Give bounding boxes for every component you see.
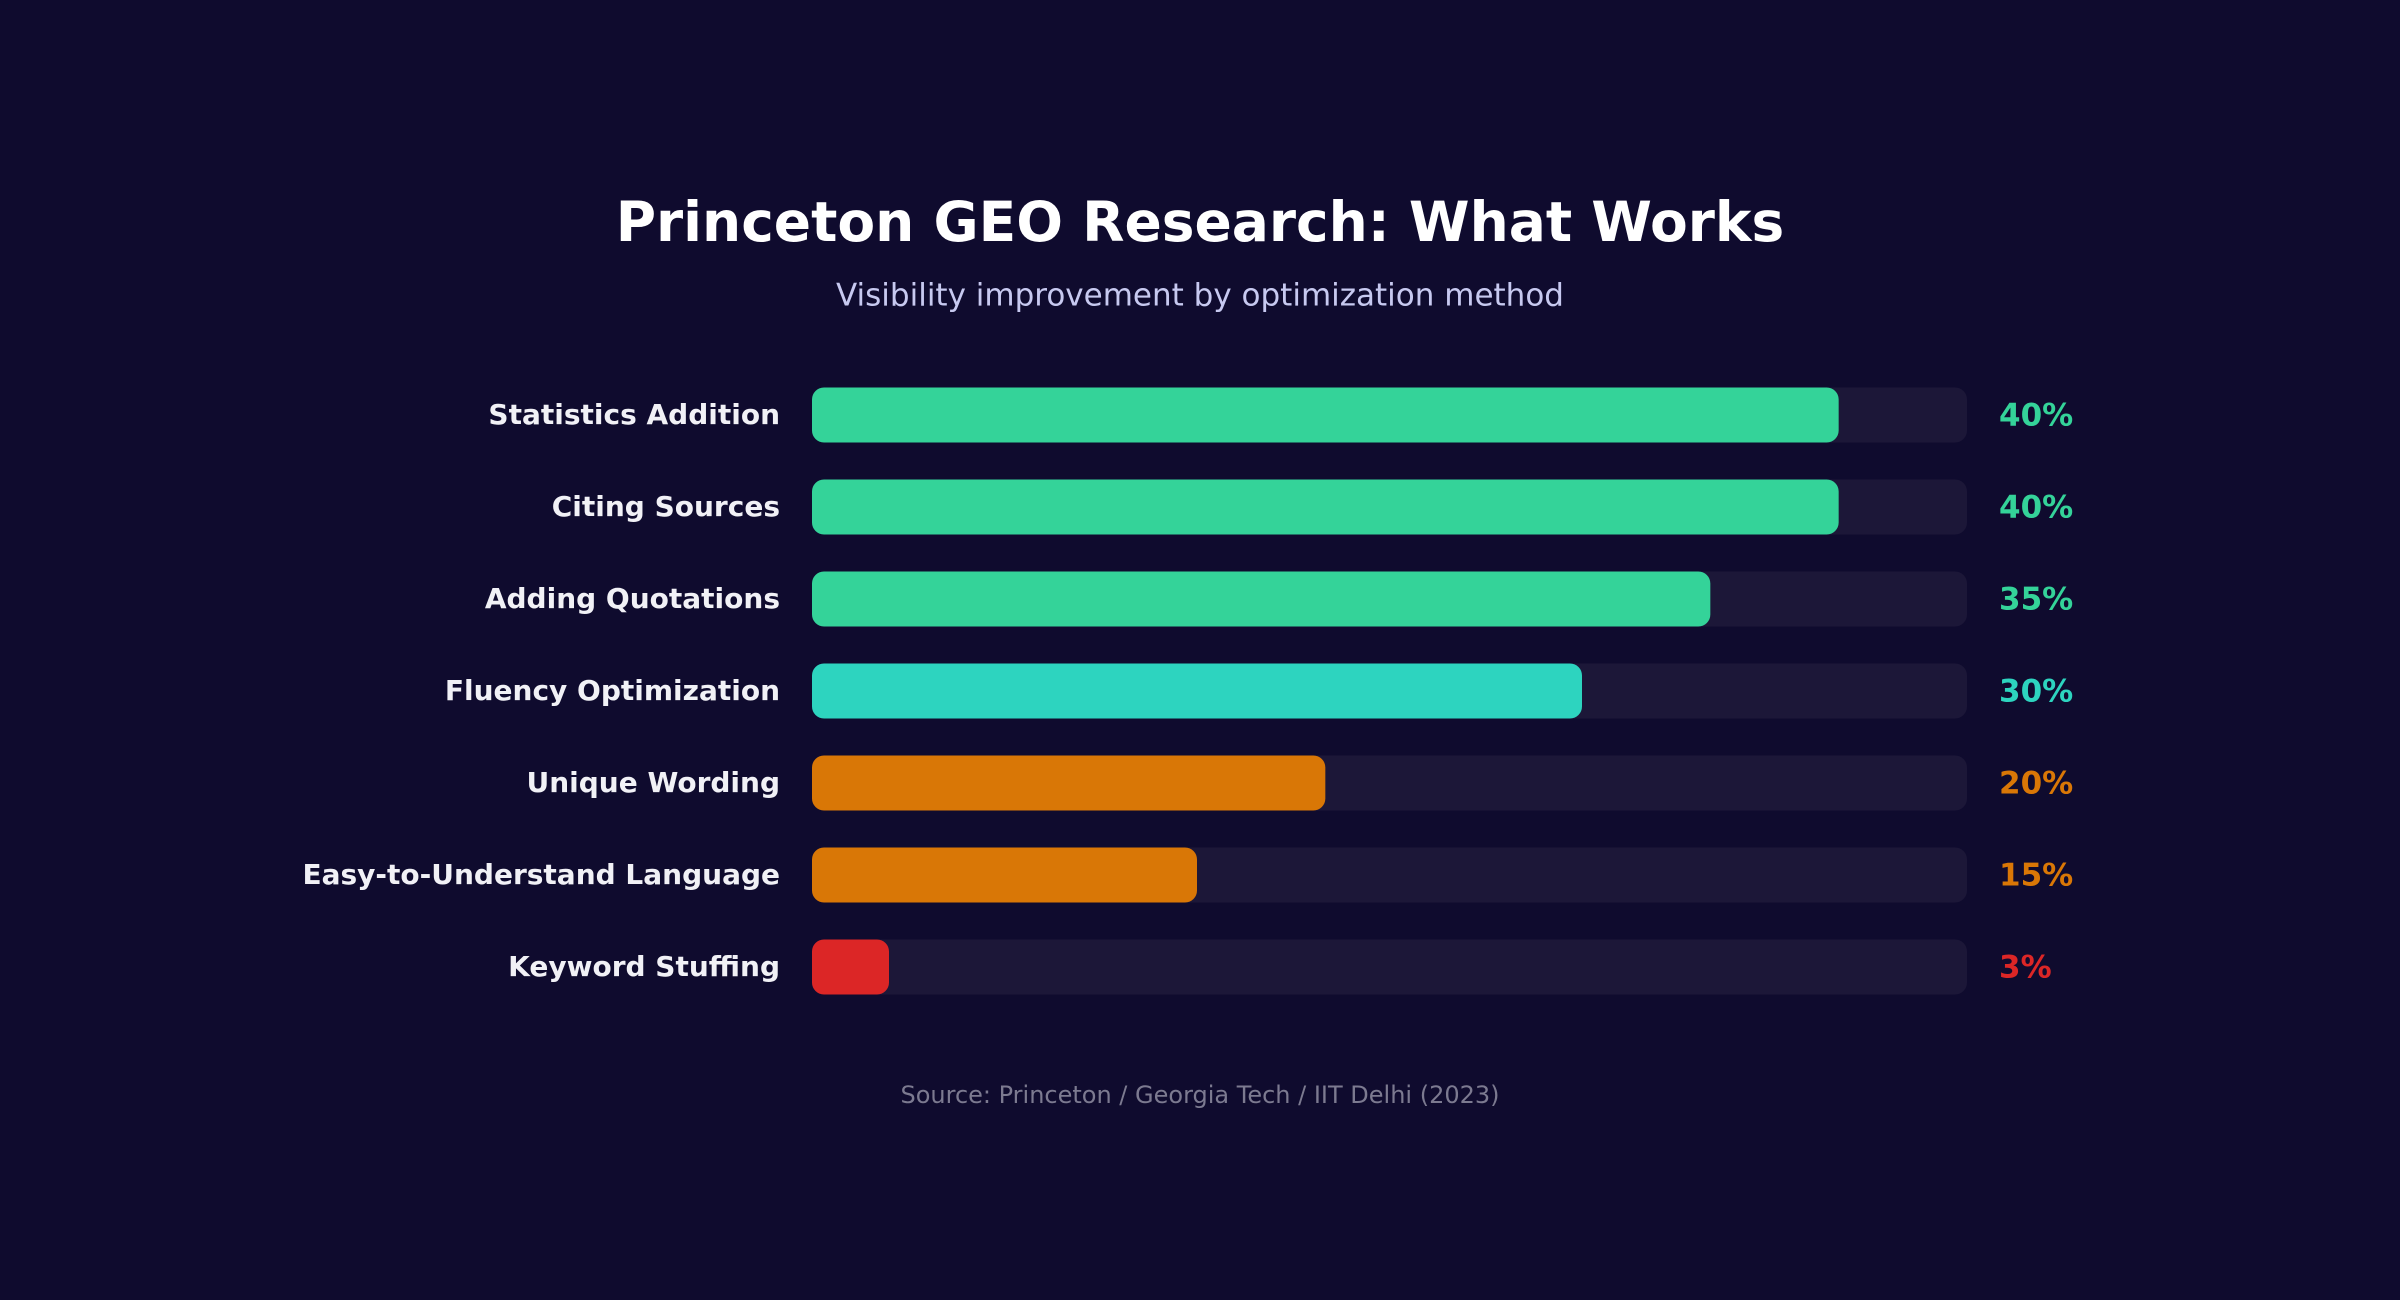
category-label: Easy-to-Understand Language — [302, 858, 780, 891]
category-label: Statistics Addition — [488, 398, 780, 431]
category-label: Fluency Optimization — [445, 674, 780, 707]
value-label: 30% — [1999, 674, 2073, 710]
bar — [812, 663, 1582, 719]
category-label: Unique Wording — [526, 766, 780, 799]
bar-track — [812, 939, 1967, 995]
value-label: 35% — [1999, 582, 2073, 618]
bar — [812, 571, 1711, 627]
value-label: 40% — [1999, 490, 2073, 526]
value-label: 3% — [1999, 950, 2052, 986]
value-label: 20% — [1999, 766, 2073, 802]
bar — [812, 755, 1326, 811]
category-label: Citing Sources — [552, 490, 780, 523]
chart-subtitle: Visibility improvement by optimization m… — [836, 278, 1564, 314]
bar — [812, 479, 1839, 535]
chart-title: Princeton GEO Research: What Works — [616, 190, 1784, 254]
value-label: 40% — [1999, 398, 2073, 434]
bar — [812, 847, 1197, 903]
category-label: Adding Quotations — [485, 582, 780, 615]
source-note: Source: Princeton / Georgia Tech / IIT D… — [900, 1081, 1499, 1109]
bar — [812, 939, 889, 995]
category-label: Keyword Stuffing — [508, 950, 780, 983]
value-label: 15% — [1999, 858, 2073, 894]
bar — [812, 387, 1839, 443]
